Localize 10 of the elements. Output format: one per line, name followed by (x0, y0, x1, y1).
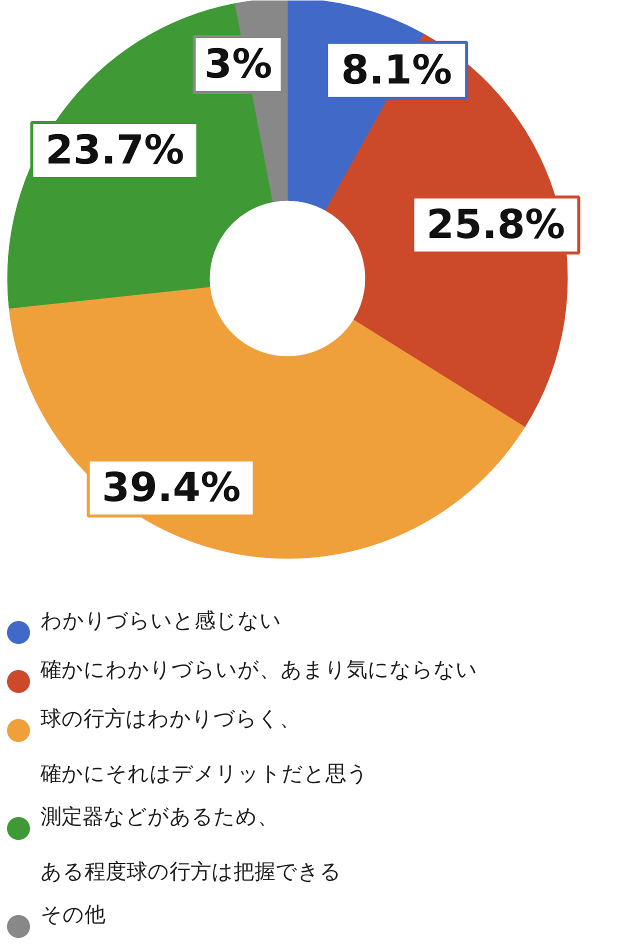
data-label: 3% (204, 41, 272, 88)
data-label: 39.4% (102, 465, 241, 512)
legend-label: その他 (40, 902, 106, 926)
data-label: 23.7% (45, 127, 184, 174)
legend-label: わかりづらいと感じない (40, 608, 282, 632)
category-label: 測定器などがあるため、ある程度球の行方は把握できる (40, 804, 342, 884)
data-label: 25.8% (426, 202, 566, 248)
data-label: 8.1% (341, 47, 452, 94)
legend-label: 確かにわかりづらいが、あまり気にならない (40, 658, 478, 682)
category-label: 球の行方はわかりづらく、確かにそれはデメリットだと思う (40, 706, 368, 786)
